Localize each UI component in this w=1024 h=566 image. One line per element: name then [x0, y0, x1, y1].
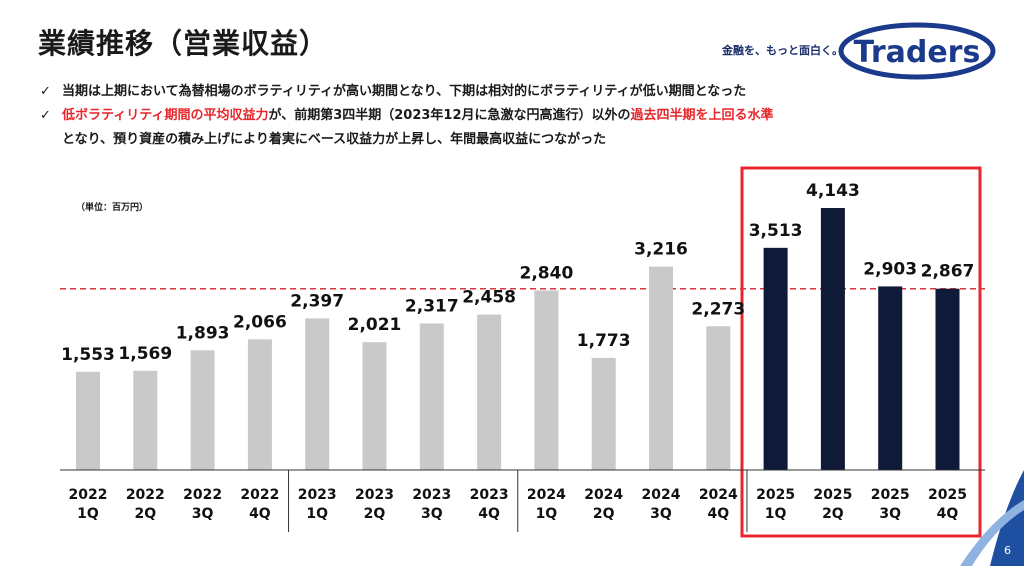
value-label: 4,143	[806, 181, 860, 201]
x-tick-year: 2022	[183, 487, 222, 503]
bar	[763, 247, 788, 470]
value-label: 1,569	[118, 344, 172, 364]
x-tick-year: 2022	[240, 487, 279, 503]
x-tick-year: 2023	[412, 487, 451, 503]
bullet-1: ✓ 当期は上期において為替相場のボラティリティが高い期間となり、下期は相対的にボラ…	[40, 80, 774, 104]
bar	[706, 326, 731, 470]
bullet-2-continued: となり、預り資産の積み上げにより着実にベース収益力が上昇し、年間最高収益につなが…	[62, 132, 607, 147]
x-tick-quarter: 1Q	[765, 506, 787, 522]
bullet-1-text: 当期は上期において為替相場のボラティリティが高い期間となり、下期は相対的にボラテ…	[62, 84, 747, 99]
value-label: 1,893	[176, 323, 230, 343]
value-label: 2,867	[921, 262, 975, 282]
x-tick-quarter: 3Q	[879, 506, 901, 522]
bar	[649, 266, 673, 470]
value-label: 2,021	[348, 315, 402, 335]
traders-logo: Traders	[838, 22, 996, 80]
x-tick-quarter: 3Q	[650, 506, 672, 522]
value-label: 1,553	[61, 345, 115, 365]
x-tick-quarter: 3Q	[421, 506, 443, 522]
x-tick-quarter: 4Q	[937, 506, 959, 522]
x-tick-quarter: 2Q	[822, 506, 844, 522]
bar	[878, 286, 903, 470]
x-tick-year: 2025	[928, 487, 967, 503]
value-label: 2,903	[863, 259, 917, 279]
company-tagline: 金融を、もっと面白く。	[722, 44, 843, 57]
check-icon: ✓	[40, 108, 51, 123]
value-label: 3,216	[634, 240, 688, 260]
bullet-2: ✓ 低ボラティリティ期間の平均収益力が、前期第3四半期（2023年12月に急激な円…	[40, 104, 774, 128]
x-tick-year: 2022	[69, 487, 108, 503]
bar	[133, 370, 158, 470]
x-tick-quarter: 1Q	[77, 506, 99, 522]
x-tick-year: 2024	[642, 487, 681, 503]
value-label: 1,773	[577, 331, 631, 351]
bullet-list: ✓ 当期は上期において為替相場のボラティリティが高い期間となり、下期は相対的にボラ…	[40, 80, 774, 152]
x-tick-year: 2025	[756, 487, 795, 503]
x-tick-year: 2023	[355, 487, 394, 503]
bar	[362, 342, 387, 470]
x-tick-quarter: 2Q	[593, 506, 615, 522]
x-tick-quarter: 4Q	[478, 506, 500, 522]
value-label: 2,317	[405, 296, 459, 316]
value-label: 2,273	[691, 299, 745, 319]
x-tick-year: 2023	[298, 487, 337, 503]
value-label: 3,513	[749, 221, 803, 241]
x-tick-year: 2023	[470, 487, 509, 503]
page-number: 6	[1004, 544, 1011, 557]
x-tick-quarter: 3Q	[192, 506, 214, 522]
bar	[305, 318, 330, 470]
x-tick-quarter: 2Q	[134, 506, 156, 522]
bullet-2-highlight-2: 過去四半期を上回る水準	[630, 108, 774, 123]
bar	[419, 323, 444, 470]
value-label: 2,840	[520, 263, 574, 283]
x-tick-quarter: 4Q	[707, 506, 729, 522]
bar	[534, 290, 559, 470]
x-tick-year: 2024	[584, 487, 623, 503]
check-icon: ✓	[40, 84, 51, 99]
bar	[76, 371, 100, 470]
page-title: 業績推移（営業収益）	[38, 27, 329, 60]
x-tick-quarter: 1Q	[306, 506, 328, 522]
x-tick-quarter: 4Q	[249, 506, 271, 522]
x-tick-quarter: 2Q	[364, 506, 386, 522]
value-label: 2,066	[233, 312, 287, 332]
value-label: 2,397	[290, 291, 344, 311]
x-tick-year: 2024	[527, 487, 566, 503]
x-tick-year: 2025	[871, 487, 910, 503]
unit-label: （単位：百万円）	[76, 203, 149, 213]
logo-text: Traders	[854, 35, 981, 70]
bar	[477, 314, 502, 470]
bullet-2-text: が、前期第3四半期（2023年12月に急激な円高進行）以外の	[268, 108, 631, 123]
bullet-2-highlight-1: 低ボラティリティ期間の平均収益力	[62, 108, 269, 123]
x-tick-year: 2025	[813, 487, 852, 503]
value-label: 2,458	[462, 288, 516, 308]
highlight-box	[740, 166, 982, 538]
bar	[247, 339, 272, 470]
x-tick-quarter: 1Q	[536, 506, 558, 522]
x-tick-year: 2022	[126, 487, 165, 503]
bar	[935, 288, 960, 470]
bar	[591, 357, 616, 470]
x-tick-year: 2024	[699, 487, 738, 503]
bar	[190, 350, 215, 470]
bar	[820, 208, 845, 470]
